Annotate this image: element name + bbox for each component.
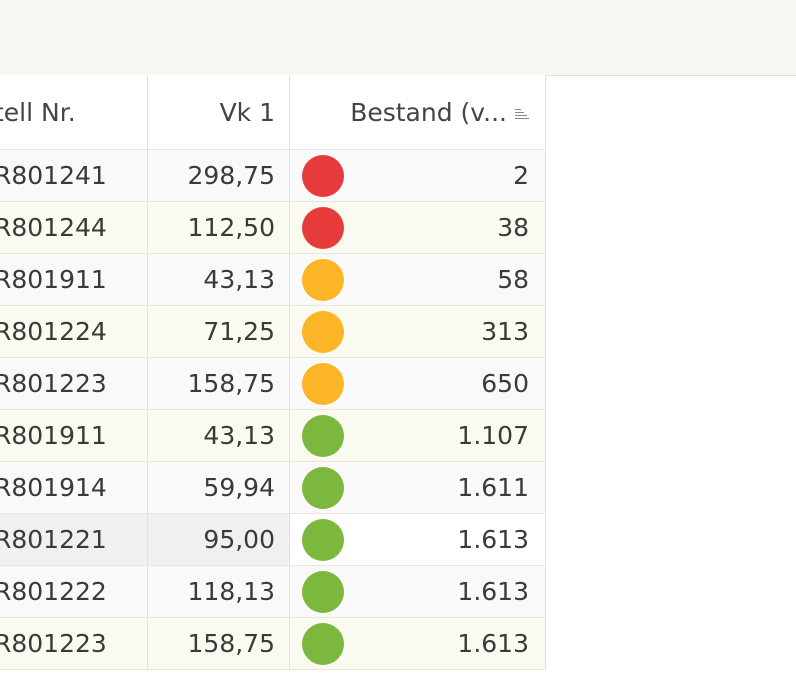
cell-text: 118,13 bbox=[187, 577, 275, 606]
cell-text: R801241 bbox=[0, 161, 107, 190]
table-cell: 118,13 bbox=[148, 566, 290, 618]
column-header[interactable]: Bestand (v... bbox=[290, 75, 546, 150]
table-cell: 313 bbox=[290, 306, 546, 358]
table-cell: R801911 bbox=[0, 254, 148, 306]
cell-text: 1.107 bbox=[457, 421, 529, 450]
header-label: Vk 1 bbox=[219, 97, 275, 127]
cell-text: 313 bbox=[481, 317, 529, 346]
table-cell: 650 bbox=[290, 358, 546, 410]
cell-text: R801221 bbox=[0, 525, 107, 554]
sort-icon[interactable] bbox=[515, 107, 529, 121]
cell-text: 71,25 bbox=[203, 317, 275, 346]
table-cell: 1.613 bbox=[290, 514, 546, 566]
cell-text: R801223 bbox=[0, 629, 107, 658]
cell-text: 59,94 bbox=[203, 473, 275, 502]
cell-text: 112,50 bbox=[187, 213, 275, 242]
header-label: tell Nr. bbox=[0, 97, 76, 127]
data-grid: tell Nr. Vk 1 Bestand (v... R801241 298,75 2 R… bbox=[0, 75, 546, 675]
status-dot bbox=[302, 570, 344, 613]
cell-text: 1.613 bbox=[457, 577, 529, 606]
cell-text: 58 bbox=[497, 265, 529, 294]
status-dot bbox=[302, 154, 344, 197]
table-cell: R801223 bbox=[0, 358, 148, 410]
header-label: Bestand (v... bbox=[350, 97, 507, 127]
table-cell: 1.613 bbox=[290, 618, 546, 670]
cell-text: R801222 bbox=[0, 577, 107, 606]
status-dot bbox=[302, 518, 344, 561]
cell-text: 1.613 bbox=[457, 525, 529, 554]
cell-text: R801223 bbox=[0, 369, 107, 398]
status-dot bbox=[302, 466, 344, 509]
cell-text: 1.611 bbox=[457, 473, 529, 502]
cell-text: 158,75 bbox=[187, 629, 275, 658]
table-cell: 158,75 bbox=[148, 618, 290, 670]
status-dot bbox=[302, 414, 344, 457]
cell-text: 43,13 bbox=[203, 265, 275, 294]
cell-text: 158,75 bbox=[187, 369, 275, 398]
cell-text: 2 bbox=[513, 161, 529, 190]
table-cell: R801241 bbox=[0, 150, 148, 202]
status-dot bbox=[302, 362, 344, 405]
cell-text: 1.613 bbox=[457, 629, 529, 658]
cell-text: R801914 bbox=[0, 473, 107, 502]
table-cell: 2 bbox=[290, 150, 546, 202]
status-dot bbox=[302, 258, 344, 301]
cell-text: 43,13 bbox=[203, 421, 275, 450]
table-cell: R801222 bbox=[0, 566, 148, 618]
table-cell: 59,94 bbox=[148, 462, 290, 514]
cell-text: R801911 bbox=[0, 421, 107, 450]
table-cell: R801914 bbox=[0, 462, 148, 514]
cell-text: 38 bbox=[497, 213, 529, 242]
status-dot bbox=[302, 206, 344, 249]
cell-text: R801911 bbox=[0, 265, 107, 294]
cell-text: R801224 bbox=[0, 317, 107, 346]
table-cell: 43,13 bbox=[148, 410, 290, 462]
table-cell: 43,13 bbox=[148, 254, 290, 306]
table-cell: 1.611 bbox=[290, 462, 546, 514]
table-cell: 38 bbox=[290, 202, 546, 254]
table-cell: 112,50 bbox=[148, 202, 290, 254]
cell-text: R801244 bbox=[0, 213, 107, 242]
table-cell: 71,25 bbox=[148, 306, 290, 358]
status-dot bbox=[302, 622, 344, 665]
table-cell: R801244 bbox=[0, 202, 148, 254]
toolbar bbox=[0, 0, 796, 76]
table-cell: R801223 bbox=[0, 618, 148, 670]
status-dot bbox=[302, 310, 344, 353]
cell-text: 650 bbox=[481, 369, 529, 398]
table-cell: 1.613 bbox=[290, 566, 546, 618]
cell-text: 95,00 bbox=[203, 525, 275, 554]
column-header[interactable]: Vk 1 bbox=[148, 75, 290, 150]
cell-text: 298,75 bbox=[187, 161, 275, 190]
table-cell: R801224 bbox=[0, 306, 148, 358]
table-cell: 158,75 bbox=[148, 358, 290, 410]
table-cell: R801911 bbox=[0, 410, 148, 462]
table-cell: 1.107 bbox=[290, 410, 546, 462]
table-cell: 95,00 bbox=[148, 514, 290, 566]
table-cell: R801221 bbox=[0, 514, 148, 566]
table-cell: 298,75 bbox=[148, 150, 290, 202]
table-cell: 58 bbox=[290, 254, 546, 306]
column-header[interactable]: tell Nr. bbox=[0, 75, 148, 150]
